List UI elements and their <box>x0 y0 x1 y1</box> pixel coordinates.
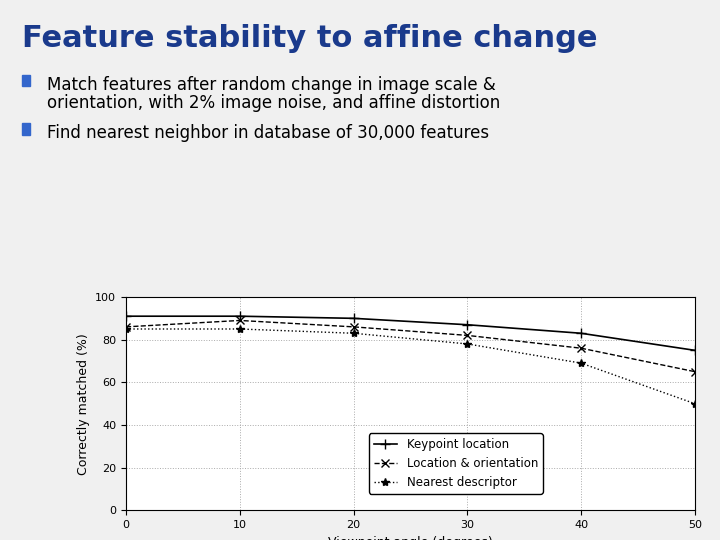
Keypoint location <box>349 315 358 322</box>
Location & orientation <box>122 323 130 330</box>
Text: Match features after random change in image scale &: Match features after random change in im… <box>47 76 495 93</box>
Keypoint location <box>235 313 244 320</box>
X-axis label: Viewpoint angle (degrees): Viewpoint angle (degrees) <box>328 536 492 540</box>
Location & orientation <box>349 323 358 330</box>
Text: Find nearest neighbor in database of 30,000 features: Find nearest neighbor in database of 30,… <box>47 124 489 142</box>
Y-axis label: Correctly matched (%): Correctly matched (%) <box>77 333 90 475</box>
Line: Location & orientation: Location & orientation <box>122 316 699 376</box>
Keypoint location <box>463 321 472 328</box>
Keypoint location <box>122 313 130 320</box>
Location & orientation <box>235 317 244 323</box>
Location & orientation <box>577 345 585 352</box>
Bar <box>22 75 30 86</box>
Keypoint location <box>577 330 585 336</box>
Text: Feature stability to affine change: Feature stability to affine change <box>22 24 597 53</box>
Location & orientation <box>463 332 472 339</box>
Keypoint location <box>690 347 699 354</box>
Nearest descriptor <box>349 330 358 336</box>
Legend: Keypoint location, Location & orientation, Nearest descriptor: Keypoint location, Location & orientatio… <box>369 434 543 494</box>
Location & orientation <box>690 368 699 375</box>
Nearest descriptor <box>577 360 585 366</box>
Line: Keypoint location: Keypoint location <box>121 312 700 355</box>
Bar <box>22 123 30 135</box>
Nearest descriptor <box>463 341 472 347</box>
Line: Nearest descriptor: Nearest descriptor <box>122 325 699 408</box>
Nearest descriptor <box>122 326 130 332</box>
Text: orientation, with 2% image noise, and affine distortion: orientation, with 2% image noise, and af… <box>47 94 500 112</box>
Nearest descriptor <box>690 401 699 407</box>
Nearest descriptor <box>235 326 244 332</box>
